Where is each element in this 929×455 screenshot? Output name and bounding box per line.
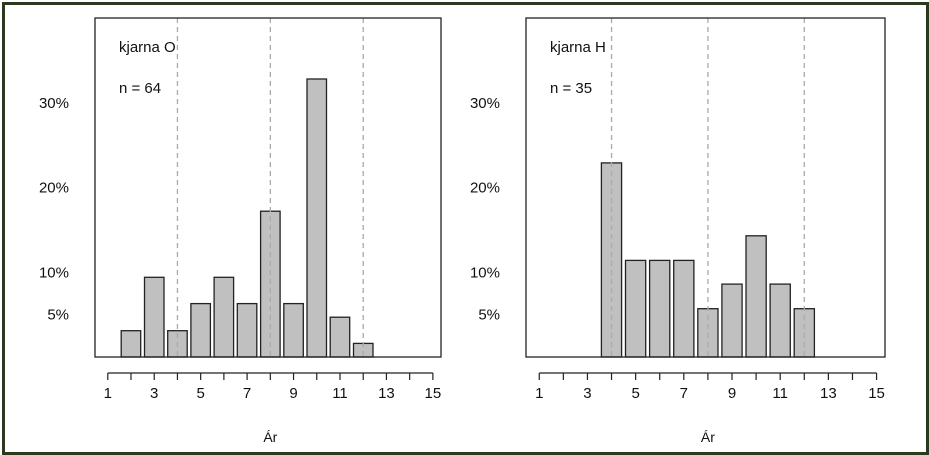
x-tick-label: 15 — [425, 385, 442, 402]
plot-frame — [94, 17, 442, 358]
x-tick-label: 13 — [378, 385, 395, 402]
bar — [306, 78, 328, 358]
y-tick-label: 5% — [47, 307, 69, 324]
bar — [648, 259, 671, 358]
x-tick-label: 5 — [196, 385, 204, 402]
x-axis-title: Ár — [701, 429, 715, 445]
sample-size-label: n = 35 — [550, 80, 592, 97]
x-tick-label: 7 — [243, 385, 251, 402]
plot-frame — [525, 17, 886, 358]
bar — [745, 235, 767, 358]
bar — [283, 302, 304, 358]
y-tick-label: 30% — [39, 95, 69, 112]
x-tick-label: 3 — [150, 385, 158, 402]
x-tick-label: 9 — [289, 385, 297, 402]
bar — [624, 259, 647, 358]
x-tick-label: 11 — [772, 385, 788, 402]
x-tick-label: 13 — [820, 385, 837, 402]
y-tick-label: 5% — [478, 307, 500, 324]
y-tick-label: 20% — [39, 180, 69, 197]
x-tick-label: 9 — [728, 385, 736, 402]
x-tick-label: 5 — [631, 385, 639, 402]
x-tick-label: 3 — [583, 385, 591, 402]
x-tick-label: 7 — [680, 385, 688, 402]
bar — [120, 330, 142, 358]
x-tick-label: 11 — [332, 385, 348, 402]
sample-size-label: n = 64 — [119, 80, 161, 97]
x-tick-label: 1 — [535, 385, 543, 402]
bar — [143, 276, 165, 358]
panel-title: kjarna O — [119, 39, 176, 56]
bar — [721, 283, 743, 358]
x-axis-title: Ár — [263, 429, 277, 445]
bar — [213, 276, 235, 358]
y-tick-label: 20% — [470, 180, 500, 197]
bar — [673, 259, 695, 358]
bar — [769, 283, 791, 358]
y-tick-label: 10% — [39, 264, 69, 281]
bar — [329, 316, 351, 358]
panel-title: kjarna H — [550, 39, 606, 56]
x-tick-label: 1 — [104, 385, 112, 402]
bar — [236, 302, 258, 358]
y-tick-label: 10% — [470, 264, 500, 281]
y-tick-label: 30% — [470, 95, 500, 112]
bar — [190, 302, 212, 358]
x-tick-label: 15 — [868, 385, 885, 402]
